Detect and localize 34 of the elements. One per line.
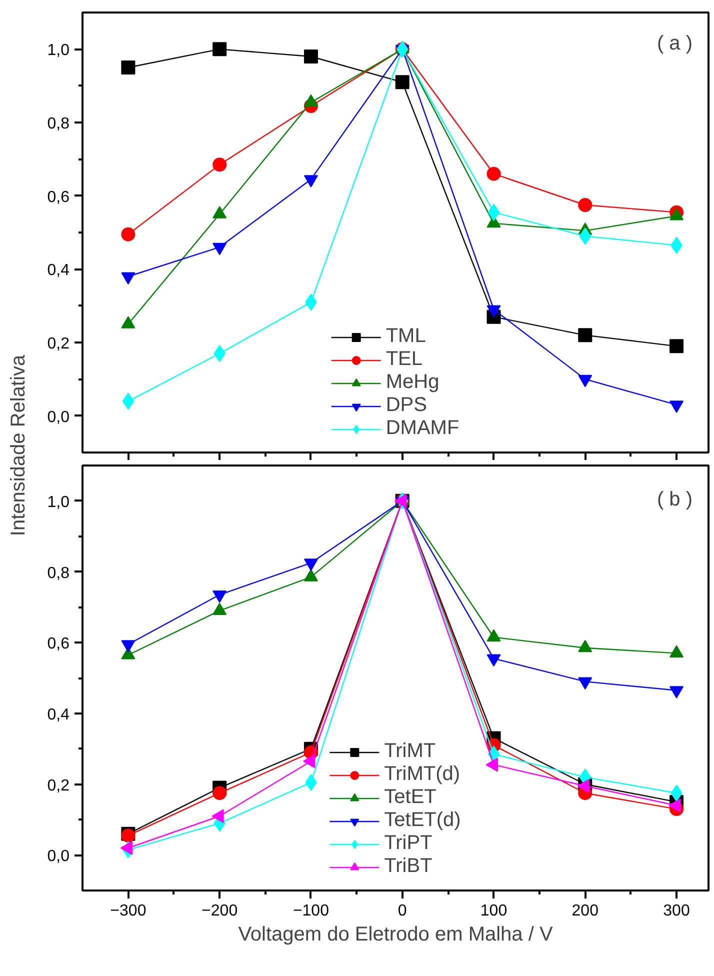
- x-tick-label: 200: [572, 902, 599, 920]
- y-tick-label: 0,0: [47, 848, 70, 866]
- legend-label: MeHg: [386, 371, 440, 394]
- legend-label: TriPT: [384, 832, 432, 855]
- annotation: ( b ): [656, 488, 693, 510]
- y-tick-label: 0,6: [47, 636, 70, 653]
- legend-label: TEL: [386, 348, 423, 371]
- y-tick-label: 0,8: [47, 116, 70, 132]
- x-tick-label: −300: [110, 902, 146, 920]
- y-tick-label: 0,0: [47, 408, 70, 426]
- x-tick-label: −100: [292, 902, 330, 920]
- x-tick-label: 0: [398, 902, 407, 920]
- legend-label: TriBT: [384, 855, 432, 878]
- y-tick-label: 0,8: [47, 564, 70, 582]
- x-tick-label: −200: [202, 902, 238, 920]
- y-tick-label: 0,4: [47, 706, 70, 724]
- annotation: ( a ): [656, 32, 693, 54]
- legend-label: TML: [386, 325, 426, 348]
- y-tick-label: 0,6: [47, 188, 70, 206]
- legend-label: TetET: [384, 786, 436, 809]
- y-tick-label: 1,0: [47, 494, 70, 511]
- y-tick-label: 1,0: [47, 42, 70, 60]
- y-axis-title: Intensidade Relativa: [8, 354, 30, 536]
- legend-label: DMAMF: [386, 417, 460, 440]
- legend-label: TetET(d): [384, 809, 461, 832]
- x-axis-title: Voltagem do Eletrodo em Malha / V: [238, 924, 554, 946]
- y-tick-label: 0,2: [47, 777, 70, 794]
- legend-label: TriMT: [384, 740, 436, 763]
- y-tick-label: 0,4: [47, 262, 70, 280]
- x-tick-label: 100: [480, 902, 508, 920]
- legend-label: DPS: [386, 394, 427, 417]
- legend-label: TriMT(d): [384, 763, 460, 786]
- y-tick-label: 0,2: [47, 336, 70, 352]
- x-tick-label: 300: [663, 902, 690, 920]
